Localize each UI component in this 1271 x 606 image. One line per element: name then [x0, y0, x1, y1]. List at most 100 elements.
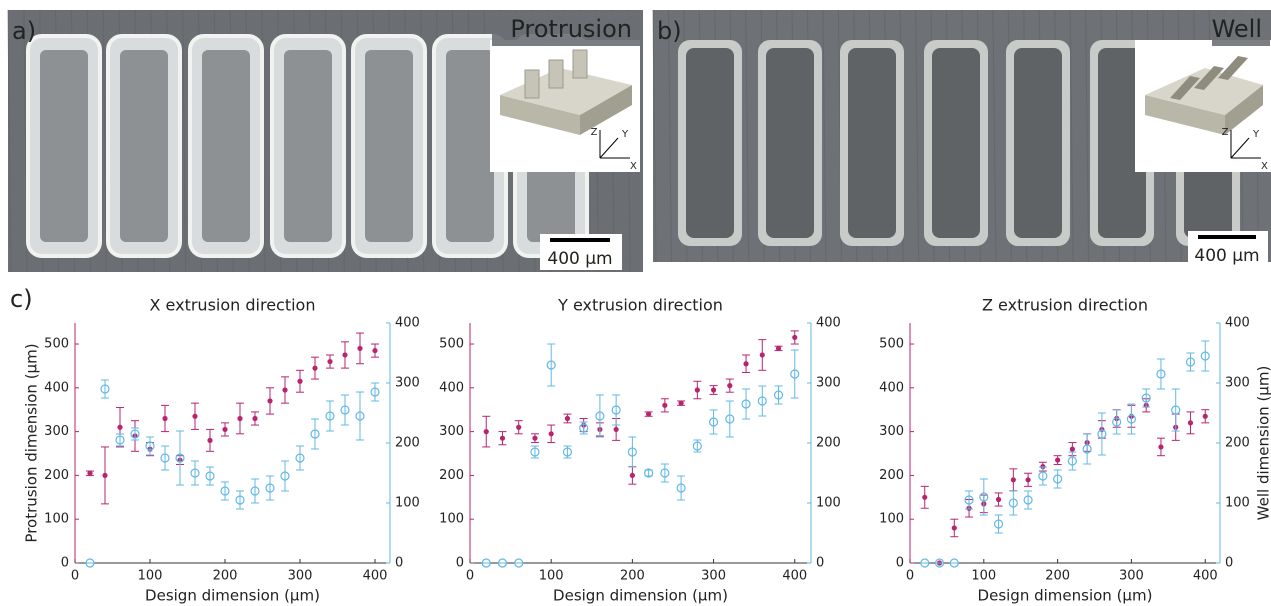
error-bar — [995, 515, 1003, 533]
error-bar — [1157, 359, 1165, 389]
data-point — [1203, 414, 1208, 419]
protrusion-top — [446, 50, 494, 242]
x-tick-label: 200 — [620, 569, 645, 584]
error-bar — [726, 401, 734, 437]
x-tick-label: 300 — [288, 569, 313, 584]
x-axis-label: Design dimension (µm) — [978, 587, 1153, 605]
error-bar — [326, 401, 334, 431]
y-axis-label: Protrusion dimension (µm) — [23, 343, 41, 542]
panel-label: c) — [10, 285, 33, 313]
protrusion-top — [365, 50, 413, 242]
data-point — [102, 473, 107, 478]
data-point — [282, 387, 287, 392]
data-point — [252, 416, 257, 421]
y2-tick-label: 200 — [1225, 436, 1250, 451]
y2-tick-label: 300 — [395, 376, 420, 391]
axis-letter: Z — [1222, 127, 1229, 138]
error-bar — [371, 383, 379, 401]
y2-tick-label: 100 — [395, 496, 420, 511]
page: ZYX400 µmProtrusiona)ZYX400 µmWellb)c)01… — [0, 0, 1271, 606]
y2-tick-label: 400 — [1225, 316, 1250, 331]
data-point — [342, 352, 347, 357]
protrusion-top — [120, 50, 168, 242]
error-bar — [221, 482, 229, 500]
error-bar — [311, 419, 319, 449]
data-point — [760, 352, 765, 357]
error-bar — [710, 410, 718, 434]
data-point — [327, 359, 332, 364]
error-bar — [161, 446, 169, 470]
data-point — [727, 383, 732, 388]
y-tick-label: 500 — [879, 337, 904, 352]
protrusion-top — [40, 50, 88, 242]
axis-letter: X — [630, 161, 637, 172]
y-tick-label: 400 — [44, 380, 69, 395]
data-point — [711, 387, 716, 392]
error-bar — [1054, 470, 1062, 488]
data-point — [357, 346, 362, 351]
x-tick-label: 300 — [701, 569, 726, 584]
x-tick-label: 400 — [782, 569, 807, 584]
data-point — [516, 425, 521, 430]
error-bar — [1186, 353, 1194, 371]
y2-tick-label: 300 — [816, 376, 841, 391]
error-bar — [1201, 341, 1209, 371]
error-bar — [1172, 389, 1180, 431]
printed-well — [1014, 48, 1062, 238]
error-bar — [101, 380, 109, 398]
data-point — [549, 431, 554, 436]
data-point — [312, 366, 317, 371]
error-bar — [775, 386, 783, 404]
error-bar — [341, 395, 349, 425]
y2-tick-label: 0 — [1225, 556, 1233, 571]
data-point — [776, 346, 781, 351]
error-bar — [677, 476, 685, 500]
error-bar — [176, 431, 184, 485]
y-tick-label: 0 — [896, 556, 904, 571]
error-bar — [1024, 491, 1032, 509]
data-point — [500, 436, 505, 441]
panel-label: b) — [657, 17, 682, 45]
y2-tick-label: 400 — [816, 316, 841, 331]
y2-tick-label: 100 — [816, 496, 841, 511]
protrusion-top — [202, 50, 250, 242]
x-tick-label: 300 — [1119, 569, 1144, 584]
chart-title: Z extrusion direction — [982, 296, 1148, 315]
x-tick-label: 100 — [138, 569, 163, 584]
data-point — [678, 401, 683, 406]
cad-feature — [573, 50, 587, 78]
y-tick-label: 400 — [879, 380, 904, 395]
data-point — [532, 436, 537, 441]
data-point — [565, 416, 570, 421]
printed-well — [686, 48, 734, 238]
printed-well — [932, 48, 980, 238]
axis-letter: X — [1261, 161, 1268, 172]
error-bar — [1039, 467, 1047, 485]
y-tick-label: 200 — [44, 468, 69, 483]
figure: ZYX400 µmProtrusiona)ZYX400 µmWellb)c)01… — [0, 0, 1271, 606]
x-tick-label: 200 — [213, 569, 238, 584]
data-point — [484, 429, 489, 434]
error-bar — [1142, 389, 1150, 407]
data-point — [1011, 477, 1016, 482]
data-point — [222, 427, 227, 432]
error-bar — [547, 344, 555, 386]
data-point — [630, 473, 635, 478]
x-axis-label: Design dimension (µm) — [145, 587, 320, 605]
y-tick-label: 100 — [439, 512, 464, 527]
axis-letter: Z — [591, 127, 598, 138]
y2-tick-label: 300 — [1225, 376, 1250, 391]
data-point — [117, 425, 122, 430]
error-bar — [266, 476, 274, 500]
x-tick-label: 0 — [466, 569, 474, 584]
error-bar — [596, 395, 604, 437]
data-point — [1055, 457, 1060, 462]
x-tick-label: 100 — [971, 569, 996, 584]
panel-title: Protrusion — [510, 15, 632, 43]
error-bar — [1068, 452, 1076, 470]
error-bar — [791, 350, 799, 398]
data-point — [192, 414, 197, 419]
error-bar — [191, 461, 199, 485]
y2-tick-label: 400 — [395, 316, 420, 331]
x-tick-label: 400 — [363, 569, 388, 584]
